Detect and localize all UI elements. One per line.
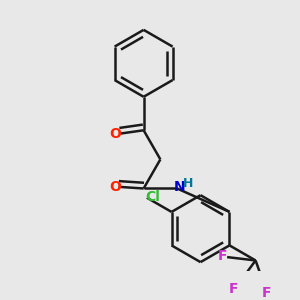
- Text: H: H: [183, 177, 193, 190]
- Text: F: F: [262, 286, 272, 300]
- Text: F: F: [229, 282, 238, 296]
- Text: Cl: Cl: [145, 190, 160, 204]
- Text: O: O: [109, 180, 121, 194]
- Text: O: O: [110, 127, 122, 141]
- Text: N: N: [174, 180, 185, 194]
- Text: F: F: [218, 249, 227, 263]
